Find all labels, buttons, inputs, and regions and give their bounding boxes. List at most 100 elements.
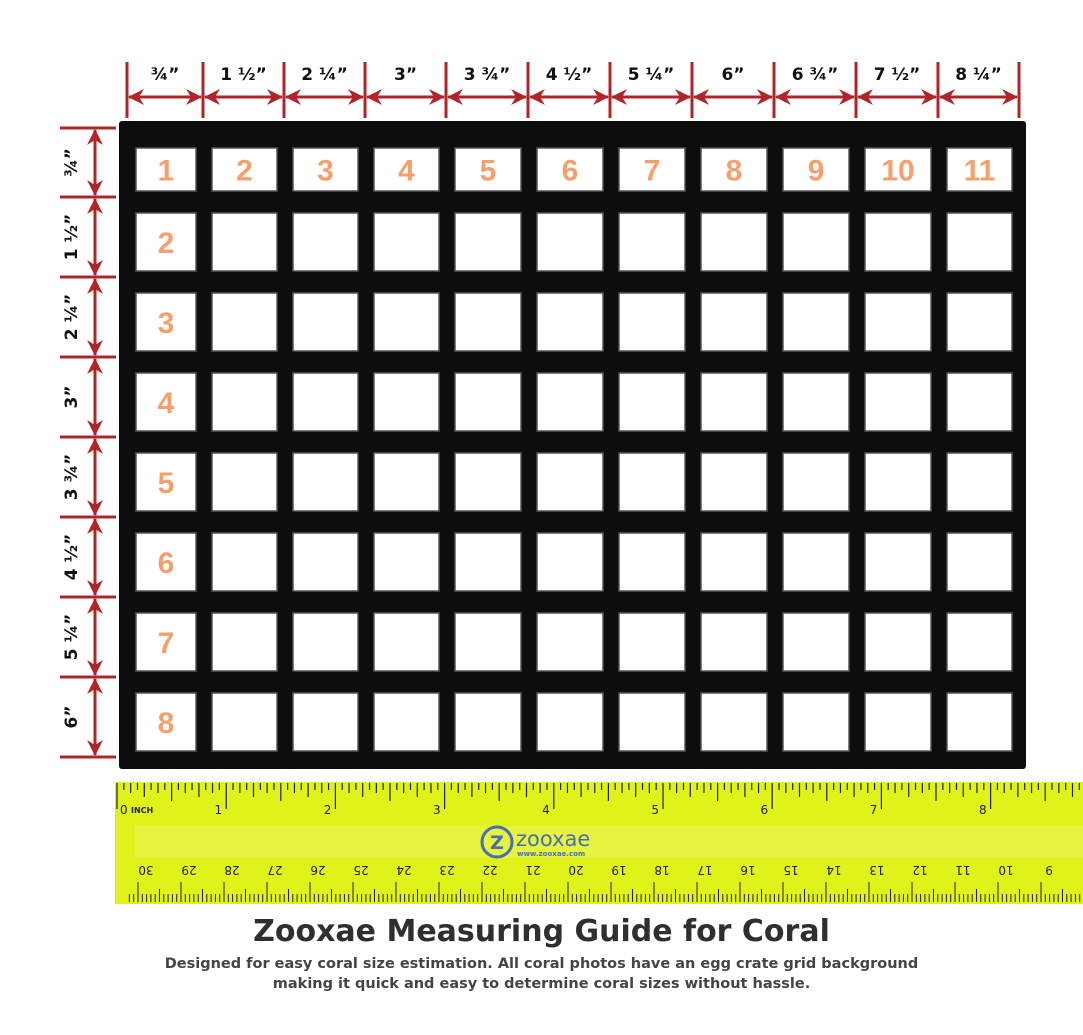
cell-number: 4	[158, 387, 175, 420]
grid-cell	[211, 147, 278, 192]
page-title: Zooxae Measuring Guide for Coral	[253, 914, 830, 949]
cm-number: 18	[654, 863, 669, 877]
arrowhead-left	[857, 89, 873, 105]
inch-number: 0	[120, 803, 128, 817]
column-width-label: 4 ½”	[546, 65, 593, 85]
grid-cell	[292, 147, 359, 192]
cm-number: 29	[181, 863, 196, 877]
arrowhead-down	[87, 260, 103, 276]
cell-number: 8	[726, 155, 743, 188]
arrowhead-up	[87, 129, 103, 145]
cm-number: 26	[310, 863, 325, 877]
column-width-label: 7 ½”	[874, 65, 921, 85]
grid-cell	[700, 452, 768, 512]
row-height-label: ¾”	[62, 148, 82, 177]
arrowhead-left	[366, 89, 382, 105]
grid-cell	[536, 532, 604, 592]
grid-cell	[135, 692, 197, 752]
cell-number: 2	[236, 155, 253, 188]
arrowhead-left	[775, 89, 791, 105]
grid-cell	[782, 147, 850, 192]
cm-number: 16	[740, 863, 755, 877]
cm-number: 25	[353, 863, 368, 877]
arrowhead-left	[939, 89, 955, 105]
arrowhead-left	[285, 89, 301, 105]
grid-cell	[536, 692, 604, 752]
cm-number: 23	[439, 863, 454, 877]
subtitle-line-1: Designed for easy coral size estimation.…	[164, 956, 919, 972]
cell-number: 8	[158, 707, 175, 740]
cm-number: 27	[267, 863, 282, 877]
grid-cell	[135, 532, 197, 592]
grid-cell	[864, 692, 932, 752]
grid-cell	[536, 147, 604, 192]
column-width-label: 8 ¼”	[955, 65, 1002, 85]
grid-cell	[700, 532, 768, 592]
arrowhead-right	[757, 89, 773, 105]
inch-number: 2	[324, 803, 332, 817]
grid-cell	[946, 452, 1013, 512]
brand-name: zooxae	[516, 827, 590, 851]
column-width-label: 3”	[394, 65, 417, 85]
brand-logo-icon	[480, 825, 514, 859]
arrowhead-down	[87, 420, 103, 436]
arrowhead-right	[839, 89, 855, 105]
inch-number: 4	[542, 803, 550, 817]
cm-number: 12	[912, 863, 927, 877]
arrowhead-up	[87, 518, 103, 534]
arrowhead-left	[529, 89, 545, 105]
row-height-label: 3 ¾”	[62, 454, 82, 501]
arrowhead-right	[1002, 89, 1018, 105]
arrowhead-up	[87, 598, 103, 614]
grid-cell	[135, 292, 197, 352]
brand-url: www.zooxae.com	[517, 850, 585, 858]
grid-cell	[700, 372, 768, 432]
grid-cell	[454, 532, 522, 592]
grid-cell	[946, 292, 1013, 352]
row-height-label: 4 ½”	[62, 534, 82, 581]
grid-cell	[946, 212, 1013, 272]
arrowhead-down	[87, 580, 103, 596]
arrowhead-down	[87, 500, 103, 516]
cm-number: 28	[224, 863, 239, 877]
arrowhead-right	[429, 89, 445, 105]
arrowhead-up	[87, 198, 103, 214]
grid-cell	[700, 212, 768, 272]
cm-number: 24	[396, 863, 411, 877]
grid-cell	[292, 292, 359, 352]
cm-number: 10	[998, 863, 1013, 877]
arrowhead-right	[921, 89, 937, 105]
grid-cell	[292, 212, 359, 272]
arrowhead-up	[87, 278, 103, 294]
cell-number: 3	[317, 155, 334, 188]
inch-number: 5	[651, 803, 659, 817]
arrowhead-up	[87, 438, 103, 454]
grid-cell	[454, 692, 522, 752]
grid-cell	[618, 612, 686, 672]
grid-cell	[211, 692, 278, 752]
grid-cell	[864, 612, 932, 672]
grid-cell	[864, 147, 932, 192]
grid-cell	[782, 612, 850, 672]
arrowhead-right	[186, 89, 202, 105]
arrowhead-right	[267, 89, 283, 105]
grid-cell	[373, 532, 440, 592]
cm-number: 21	[525, 863, 540, 877]
column-width-label: 6 ¾”	[792, 65, 839, 85]
cell-number: 5	[158, 467, 175, 500]
inch-number: 6	[761, 803, 769, 817]
row-height-label: 2 ¼”	[62, 294, 82, 341]
cm-number: 19	[611, 863, 626, 877]
subtitle-line-2: making it quick and easy to determine co…	[272, 976, 811, 992]
grid-cell	[454, 292, 522, 352]
grid-cell	[454, 147, 522, 192]
grid-cell	[536, 372, 604, 432]
grid-cell	[864, 372, 932, 432]
arrowhead-down	[87, 660, 103, 676]
grid-cell	[700, 692, 768, 752]
grid-cell	[373, 452, 440, 512]
grid-cell	[292, 532, 359, 592]
arrowhead-left	[128, 89, 144, 105]
grid-cell	[373, 692, 440, 752]
arrowhead-left	[611, 89, 627, 105]
